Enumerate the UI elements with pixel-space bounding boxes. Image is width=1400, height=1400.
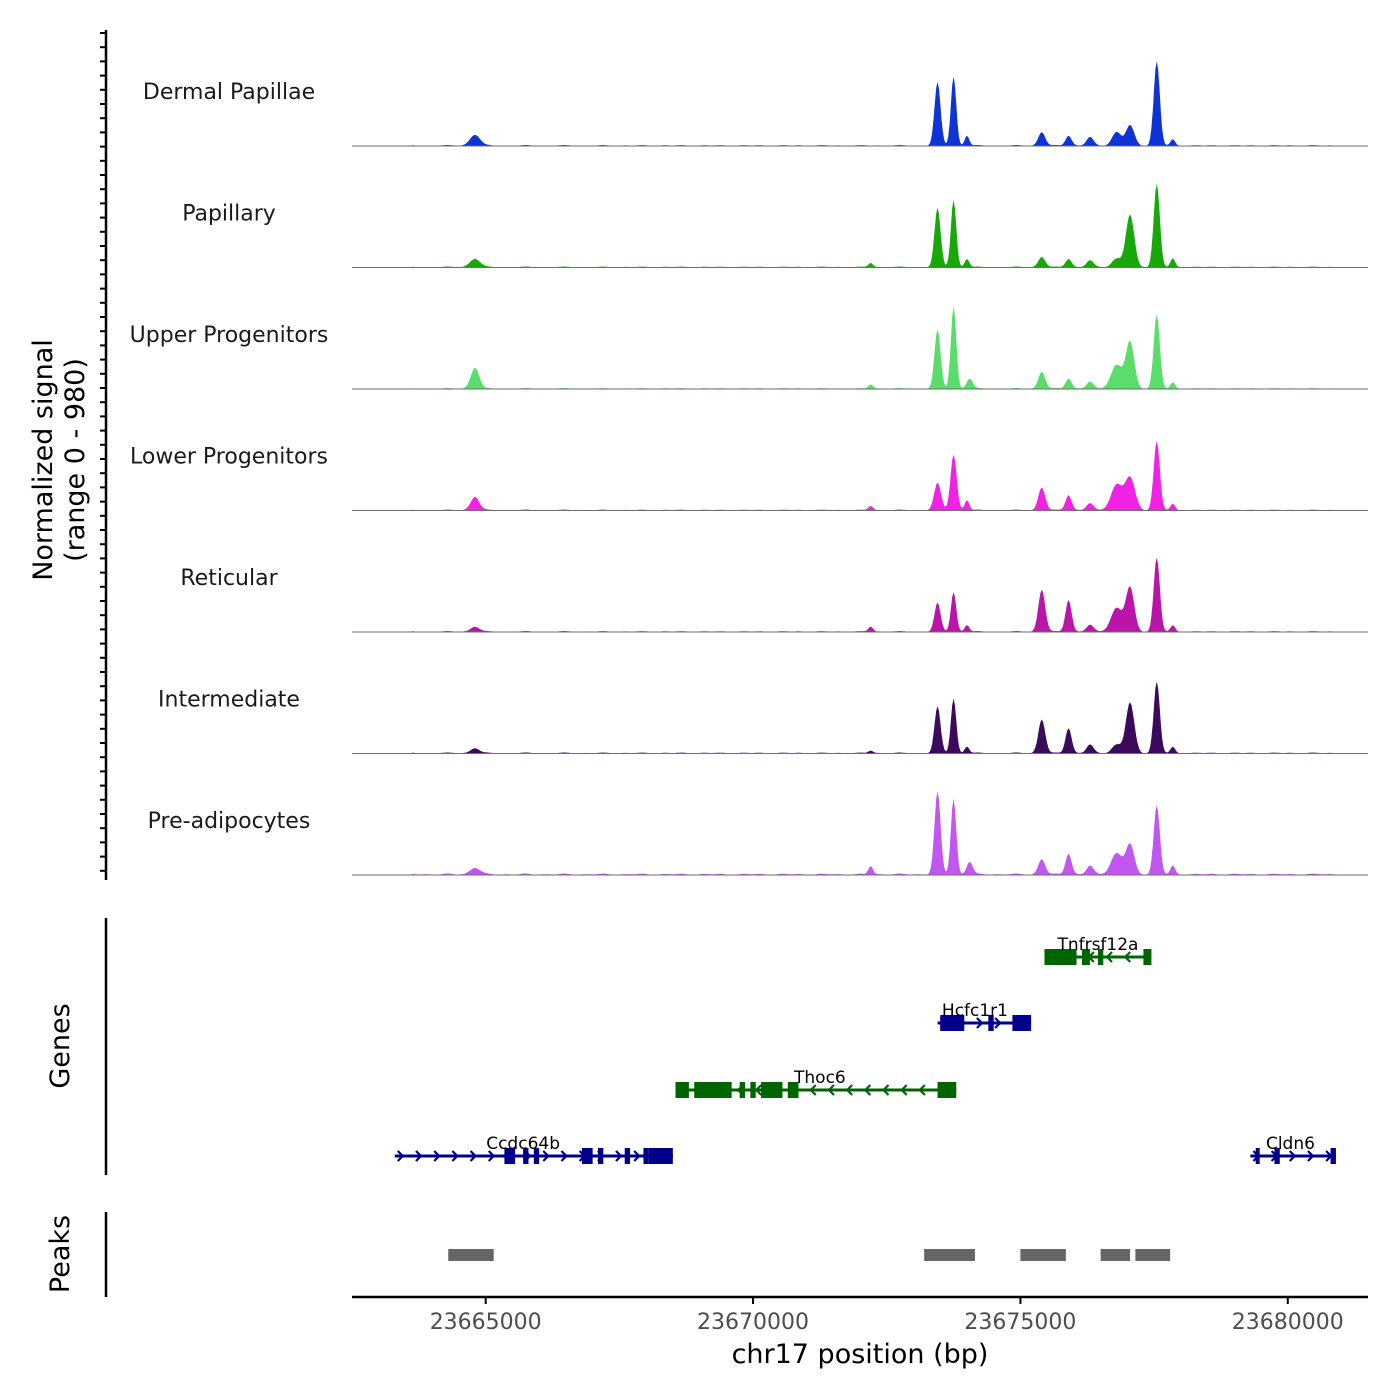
- peak-region: [448, 1249, 494, 1261]
- strand-arrow: [433, 1150, 441, 1162]
- exon-block: [739, 1082, 746, 1098]
- gene-model: Ccdc64b: [394, 1134, 673, 1164]
- gene-label: Ccdc64b: [486, 1134, 560, 1154]
- exon-block: [504, 1148, 516, 1164]
- track-signal: [352, 791, 1342, 875]
- exon-block: [675, 1082, 689, 1098]
- track-label: Dermal Papillae: [143, 80, 315, 105]
- coverage-panel: Dermal Papillae Papillary Upper Progenitor…: [100, 30, 1368, 880]
- strand-arrow: [542, 1150, 550, 1162]
- gene-panel: Tnfrsf12a Hcfc1r1 Thoc6 Ccdc64b Cldn6: [104, 918, 1336, 1175]
- strand-arrow: [1123, 951, 1132, 963]
- x-tick-label: 23670000: [697, 1310, 809, 1335]
- track-label: Reticular: [180, 566, 278, 591]
- strand-arrow: [809, 1084, 817, 1096]
- strand-arrow: [487, 1150, 496, 1162]
- strand-arrow: [994, 1017, 1002, 1029]
- gene-model: Tnfrsf12a: [1044, 935, 1152, 965]
- x-tick-label: 23675000: [964, 1310, 1076, 1335]
- exon-block: [1143, 949, 1152, 965]
- gene-model: Thoc6: [675, 1068, 957, 1098]
- exon-block: [1081, 949, 1090, 965]
- strand-arrow: [1307, 1150, 1315, 1162]
- track-label: Pre-adipocytes: [148, 809, 311, 834]
- track-signal: [352, 61, 1342, 146]
- strand-arrow: [451, 1150, 459, 1162]
- exon-block: [1330, 1148, 1336, 1164]
- strand-arrow: [976, 1017, 984, 1029]
- strand-arrow: [863, 1084, 872, 1096]
- strand-arrow: [845, 1084, 853, 1096]
- track-label: Lower Progenitors: [130, 445, 328, 470]
- strand-arrow: [918, 1084, 926, 1096]
- strand-arrow: [1105, 951, 1113, 963]
- strand-arrow: [881, 1084, 890, 1096]
- peak-region: [1135, 1249, 1171, 1261]
- track-signal: [352, 557, 1342, 632]
- gene-label: Thoc6: [793, 1068, 846, 1088]
- strand-arrow: [754, 1084, 763, 1096]
- exon-block: [523, 1148, 529, 1164]
- exon-block: [1044, 949, 1077, 965]
- strand-arrow: [615, 1150, 623, 1162]
- x-tick-label: 23665000: [430, 1310, 542, 1335]
- gene-label: Hcfc1r1: [942, 1001, 1008, 1021]
- gene-label: Tnfrsf12a: [1056, 935, 1138, 955]
- track-signal: [352, 440, 1342, 511]
- exon-block: [624, 1148, 631, 1164]
- strand-arrow: [827, 1084, 835, 1096]
- strand-arrow: [469, 1150, 478, 1162]
- gene-model: Hcfc1r1: [937, 1001, 1032, 1031]
- exon-block: [648, 1148, 673, 1164]
- track-signal: [352, 681, 1342, 754]
- coverage-y-title-line1: Normalized signal: [28, 339, 59, 581]
- track-signal: [352, 306, 1342, 389]
- strand-arrow: [415, 1150, 423, 1162]
- exon-block: [694, 1082, 732, 1098]
- exon-block: [940, 1015, 965, 1031]
- strand-arrow: [397, 1150, 405, 1162]
- exon-block: [1012, 1015, 1032, 1031]
- exon-block: [988, 1015, 994, 1031]
- exon-block: [1255, 1148, 1260, 1164]
- strand-arrow: [560, 1150, 568, 1162]
- exon-block: [643, 1148, 649, 1164]
- exon-block: [761, 1082, 783, 1098]
- peaks-y-title: Peaks: [45, 1215, 76, 1293]
- exon-block: [581, 1148, 593, 1164]
- exon-block: [1274, 1148, 1280, 1164]
- peak-panel: [104, 1212, 1171, 1297]
- genes-y-title: Genes: [45, 1003, 76, 1088]
- peak-region: [1020, 1249, 1066, 1261]
- x-tick-label: 23680000: [1232, 1310, 1344, 1335]
- track-label: Papillary: [182, 202, 276, 227]
- exon-block: [533, 1148, 540, 1164]
- strand-arrow: [1288, 1150, 1297, 1162]
- track-signal: [352, 183, 1342, 268]
- exon-block: [1097, 949, 1104, 965]
- gene-model: Cldn6: [1250, 1134, 1336, 1164]
- peak-region: [1100, 1249, 1131, 1261]
- peak-region: [924, 1249, 975, 1261]
- x-axis: 23665000 23670000 23675000 23680000: [352, 1295, 1368, 1335]
- track-label: Intermediate: [158, 688, 300, 713]
- x-axis-title: chr17 position (bp): [732, 1339, 989, 1370]
- strand-arrow: [633, 1150, 641, 1162]
- exon-block: [787, 1082, 799, 1098]
- exon-block: [597, 1148, 604, 1164]
- exon-block: [750, 1082, 756, 1098]
- strand-arrow: [900, 1084, 908, 1096]
- coverage-y-title-line2: (range 0 - 980): [60, 358, 91, 562]
- track-label: Upper Progenitors: [130, 323, 329, 348]
- gene-label: Cldn6: [1266, 1134, 1315, 1154]
- exon-block: [937, 1082, 957, 1098]
